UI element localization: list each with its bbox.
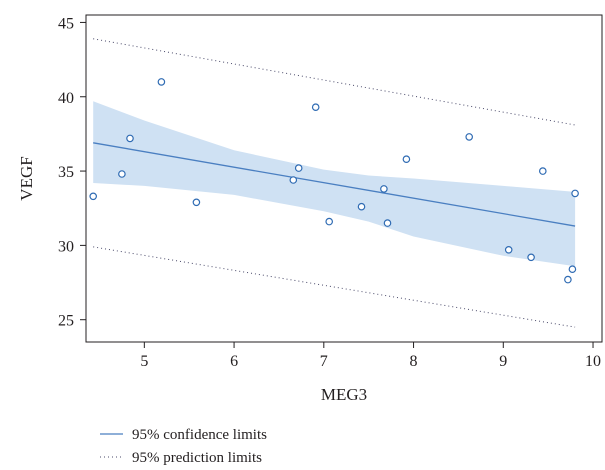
data-point xyxy=(568,265,577,274)
legend: 95% confidence limits 95% prediction lim… xyxy=(100,427,267,466)
data-point xyxy=(126,134,134,143)
x-tick-label: 8 xyxy=(410,353,418,370)
data-point xyxy=(192,198,201,207)
y-tick-label: 40 xyxy=(58,90,74,107)
y-tick-label: 25 xyxy=(58,313,74,330)
y-tick-label: 45 xyxy=(58,15,74,32)
prediction-limits-layer xyxy=(93,38,576,328)
data-point xyxy=(538,167,547,175)
x-tick-label: 10 xyxy=(585,353,601,370)
data-point xyxy=(383,219,392,227)
x-tick-label: 6 xyxy=(230,353,238,370)
data-point xyxy=(325,217,334,226)
data-point xyxy=(289,176,298,184)
data-point xyxy=(294,164,303,172)
y-tick-label: 35 xyxy=(58,164,74,181)
data-point xyxy=(504,246,513,254)
x-tick-label: 9 xyxy=(499,353,507,370)
data-point xyxy=(118,170,126,178)
data-point xyxy=(571,189,579,198)
confidence-band xyxy=(93,101,576,267)
data-point xyxy=(402,155,411,164)
data-point xyxy=(465,133,474,141)
y-axis-ticks: 25 30 35 40 45 xyxy=(58,15,86,330)
y-tick-label: 30 xyxy=(58,238,74,255)
x-tick-label: 5 xyxy=(140,353,148,370)
x-axis-ticks: 5 6 7 8 9 10 xyxy=(140,342,601,370)
data-point xyxy=(89,192,98,201)
regression-line xyxy=(93,142,576,227)
y-axis-title: VEGF xyxy=(17,156,36,200)
data-points-layer xyxy=(89,78,579,284)
confidence-band-layer xyxy=(93,101,576,267)
prediction-limit-lower xyxy=(93,246,576,328)
x-tick-label: 7 xyxy=(320,353,328,370)
legend-label-prediction: 95% prediction limits xyxy=(132,450,262,466)
x-axis-title: MEG3 xyxy=(321,385,367,404)
legend-label-confidence: 95% confidence limits xyxy=(132,427,267,443)
data-point xyxy=(311,103,320,112)
prediction-limit-upper xyxy=(93,38,576,126)
data-point xyxy=(527,253,535,262)
data-point xyxy=(564,275,572,284)
plot-frame xyxy=(85,14,603,343)
data-point xyxy=(380,185,388,193)
data-point xyxy=(357,202,366,211)
fit-line-layer xyxy=(93,142,576,227)
data-point xyxy=(157,78,166,86)
